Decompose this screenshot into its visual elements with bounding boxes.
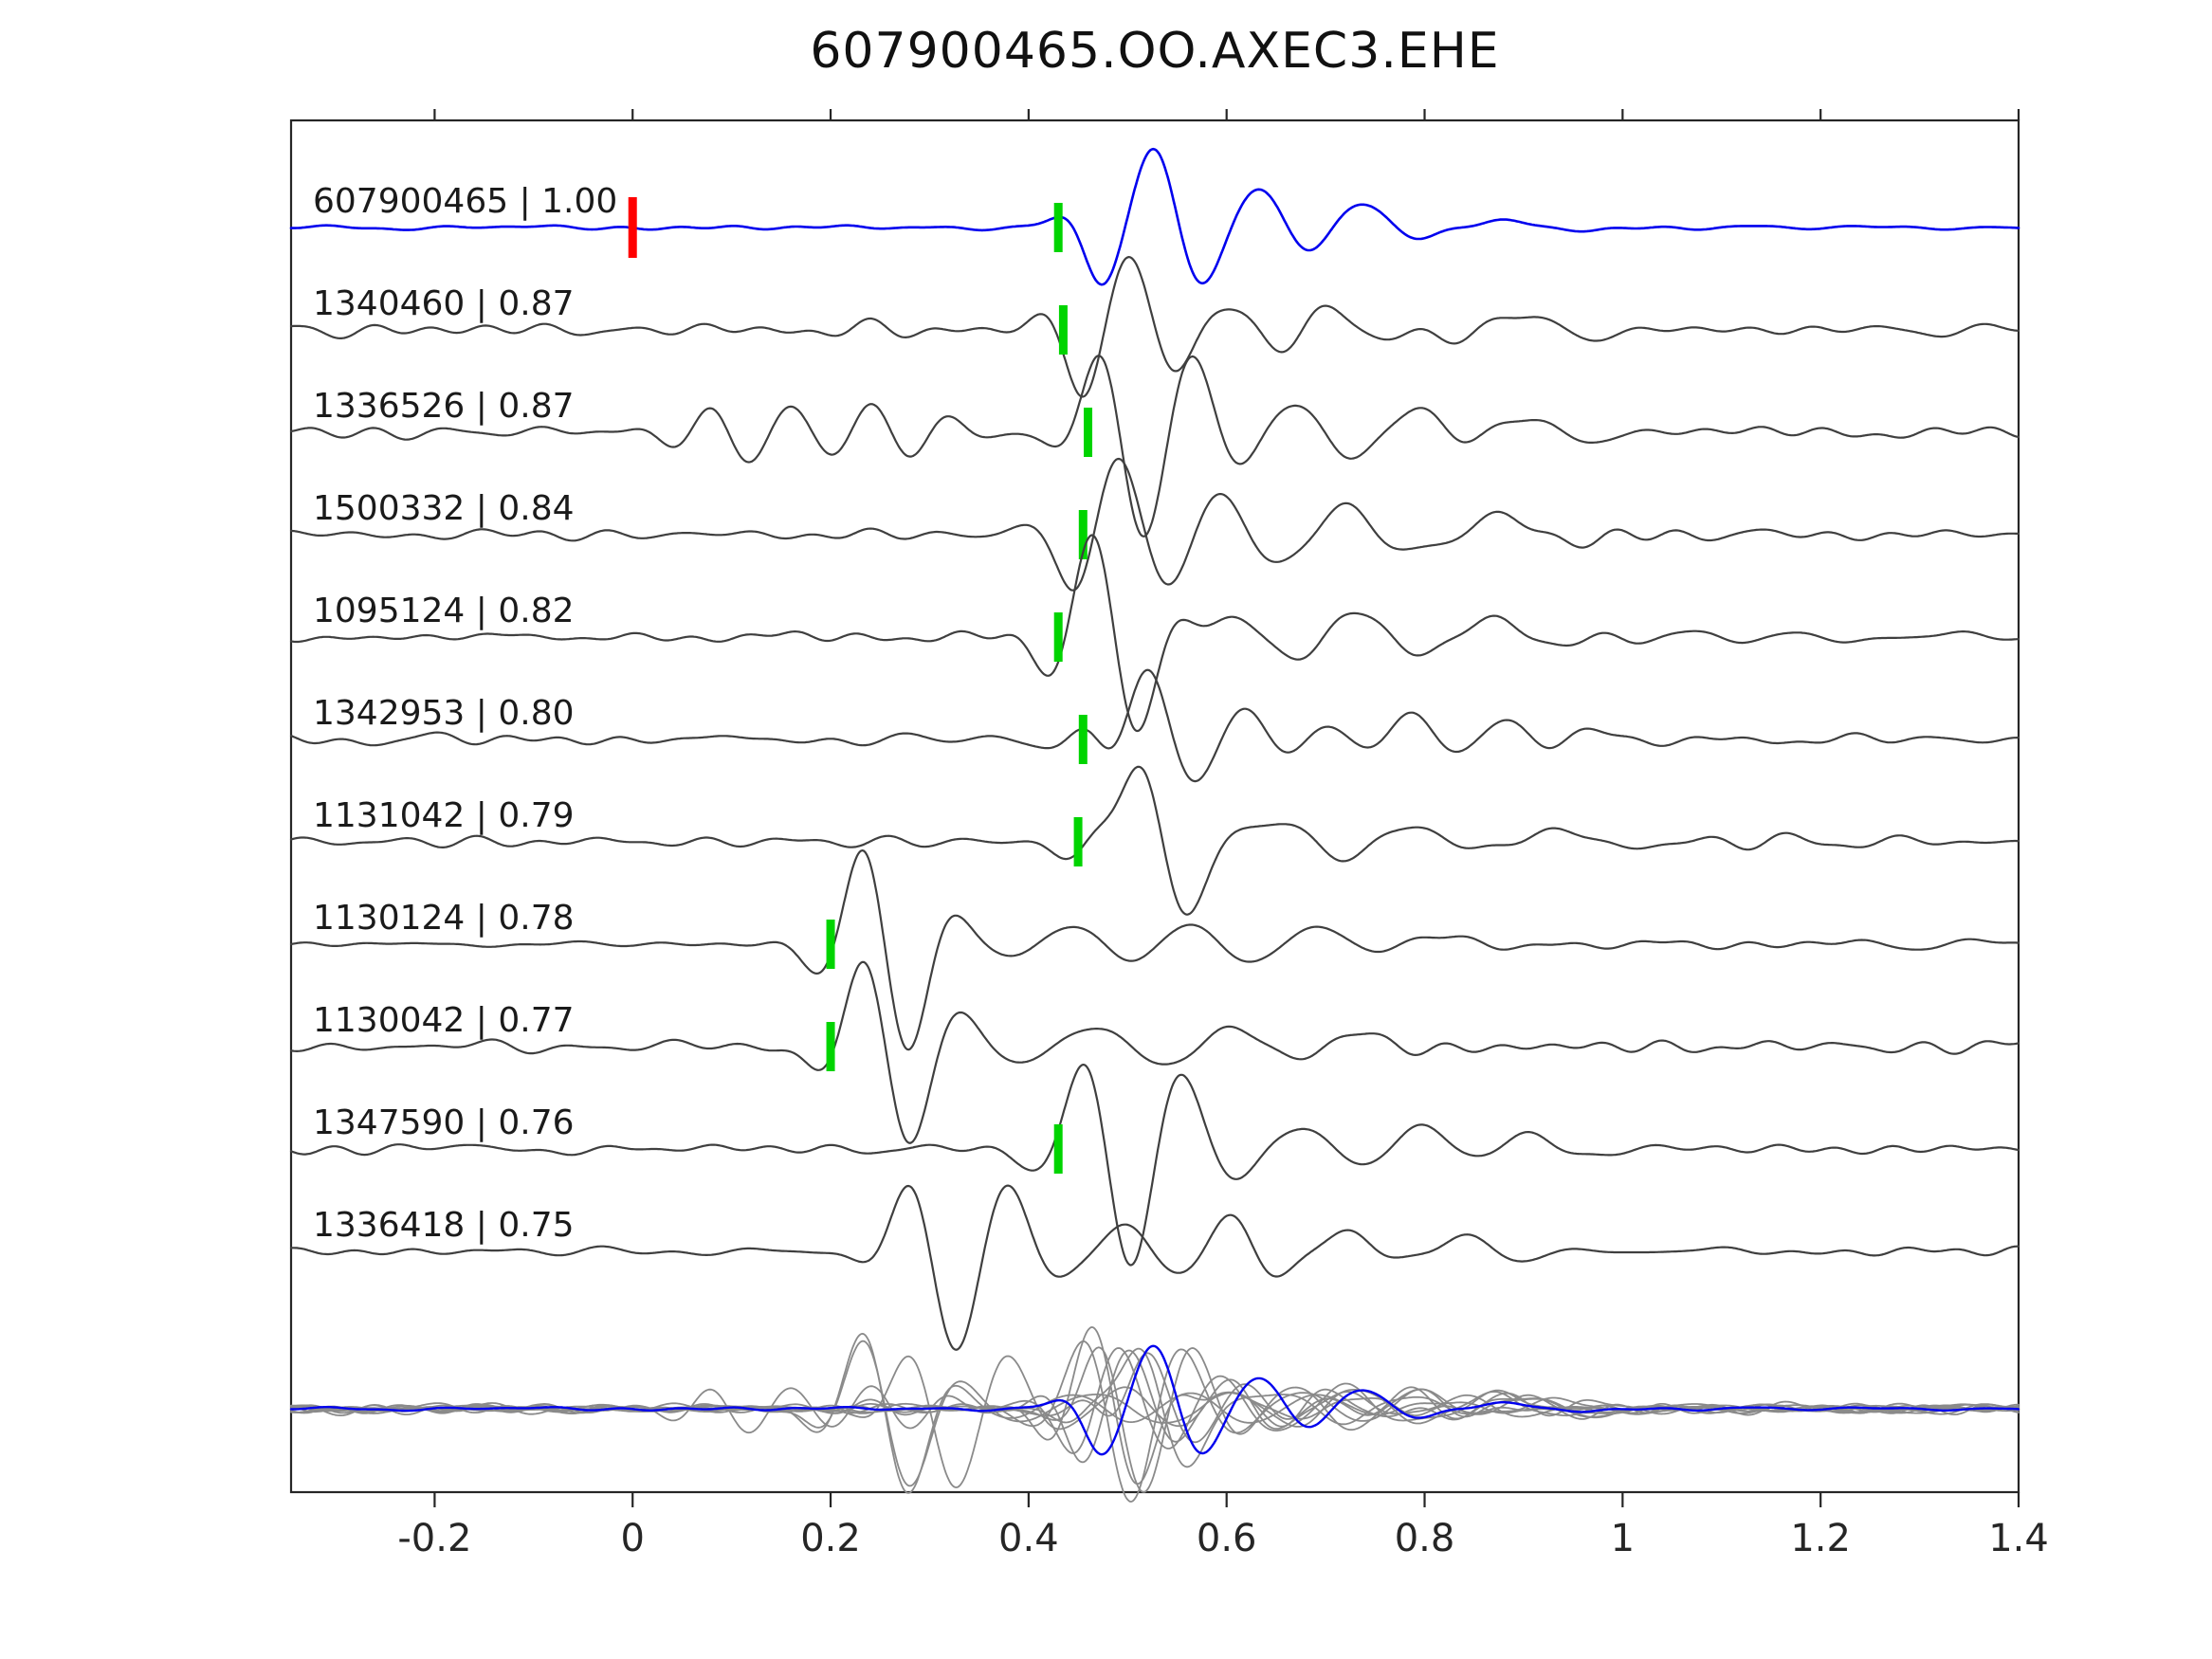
overlay-match-waveform bbox=[290, 1340, 2020, 1503]
match-waveform bbox=[289, 668, 2020, 783]
reference-waveform bbox=[289, 147, 2020, 286]
trace-label: 1336418 | 0.75 bbox=[313, 1206, 575, 1245]
x-tick-label: 1.2 bbox=[1790, 1517, 1851, 1560]
trace-label: 1500332 | 0.84 bbox=[313, 489, 575, 528]
axes-frame bbox=[289, 118, 2020, 1494]
x-tick-label: 0.6 bbox=[1197, 1517, 1257, 1560]
trace-label: 607900465 | 1.00 bbox=[313, 182, 617, 221]
overlay-match-waveform bbox=[290, 1352, 2020, 1444]
match-waveform bbox=[289, 457, 2020, 592]
x-tick-label: 0.8 bbox=[1395, 1517, 1455, 1560]
x-tick-label: 1 bbox=[1611, 1517, 1635, 1560]
match-waveform bbox=[289, 765, 2020, 916]
x-tick-label: 0 bbox=[620, 1517, 644, 1560]
trace-label: 1130124 | 0.78 bbox=[313, 899, 575, 938]
trace-label: 1347590 | 0.76 bbox=[313, 1103, 575, 1142]
match-waveform bbox=[289, 1064, 2020, 1267]
overlay-reference-waveform bbox=[289, 1344, 2020, 1456]
page-title: 607900465.OO.AXEC3.EHE bbox=[810, 23, 1500, 80]
trace-label: 1095124 | 0.82 bbox=[313, 592, 575, 630]
x-tick-label: 0.2 bbox=[800, 1517, 861, 1560]
trace-label: 1130042 | 0.77 bbox=[313, 1001, 575, 1040]
overlay-match-waveform bbox=[290, 1340, 2020, 1487]
x-tick-label: 1.4 bbox=[1988, 1517, 2049, 1560]
match-waveform bbox=[289, 1184, 2020, 1351]
trace-label: 1342953 | 0.80 bbox=[313, 694, 575, 733]
x-tick-label: 0.4 bbox=[998, 1517, 1059, 1560]
trace-label: 1131042 | 0.79 bbox=[313, 796, 575, 835]
match-waveform bbox=[289, 256, 2020, 398]
trace-label: 1336526 | 0.87 bbox=[313, 387, 575, 426]
x-tick-label: -0.2 bbox=[397, 1517, 471, 1560]
match-waveform bbox=[289, 355, 2020, 538]
overlay-match-waveform bbox=[290, 1347, 2020, 1454]
trace-label: 1340460 | 0.87 bbox=[313, 284, 575, 323]
match-waveform bbox=[289, 960, 2020, 1144]
match-waveform bbox=[289, 849, 2020, 1051]
match-waveform bbox=[289, 534, 2020, 733]
